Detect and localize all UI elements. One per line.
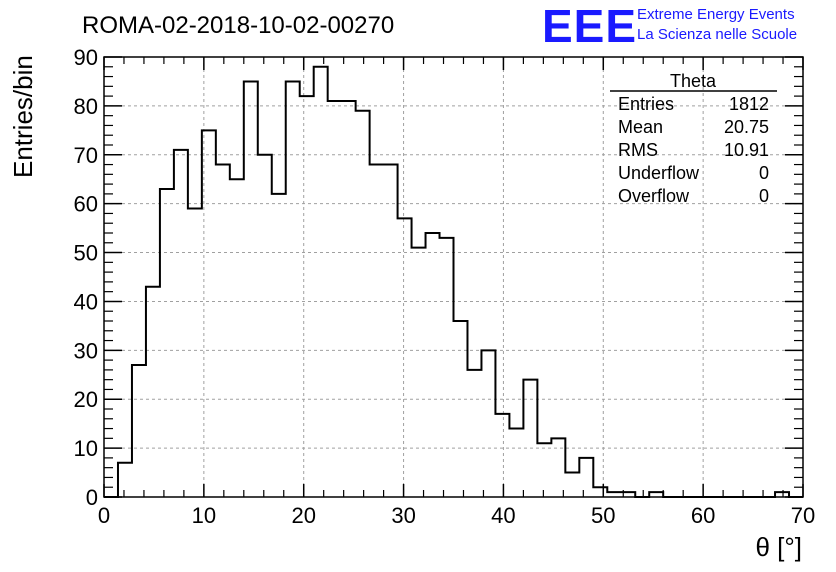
y-tick-label: 80 [74, 94, 98, 119]
y-tick-labels: 0 10 20 30 40 50 60 70 80 90 [74, 45, 98, 510]
y-tick-label: 50 [74, 241, 98, 266]
x-tick-label: 0 [98, 503, 110, 528]
y-tick-label: 90 [74, 45, 98, 70]
x-tick-label: 60 [691, 503, 715, 528]
stats-box-name: Theta [670, 71, 717, 91]
y-axis-title: Entries/bin [8, 55, 38, 178]
logo: EEE Extreme Energy Events La Scienza nel… [542, 0, 797, 52]
x-axis-title: θ [°] [755, 532, 802, 562]
x-tick-label: 30 [391, 503, 415, 528]
axis-ticks [103, 56, 804, 498]
stats-value-rms: 10.91 [724, 140, 769, 160]
stats-value-mean: 20.75 [724, 117, 769, 137]
stats-label-overflow: Overflow [618, 186, 690, 206]
plot-frame [103, 56, 804, 498]
y-tick-label: 60 [74, 192, 98, 217]
stats-label-mean: Mean [618, 117, 663, 137]
chart-title: ROMA-02-2018-10-02-00270 [82, 12, 394, 39]
x-tick-label: 70 [791, 503, 815, 528]
x-tick-label: 20 [291, 503, 315, 528]
x-tick-label: 10 [192, 503, 216, 528]
y-tick-label: 30 [74, 338, 98, 363]
grid-lines [104, 57, 803, 497]
logo-line-1: Extreme Energy Events [637, 6, 795, 23]
logo-line-2: La Scienza nelle Scuole [637, 26, 797, 43]
y-tick-label: 70 [74, 143, 98, 168]
stats-value-overflow: 0 [759, 186, 769, 206]
y-tick-label: 40 [74, 289, 98, 314]
stats-box: Theta Entries 1812 Mean 20.75 RMS 10.91 … [610, 71, 777, 206]
y-tick-label: 10 [74, 436, 98, 461]
stats-value-entries: 1812 [729, 94, 769, 114]
stats-label-rms: RMS [618, 140, 658, 160]
stats-label-underflow: Underflow [618, 163, 700, 183]
stats-value-underflow: 0 [759, 163, 769, 183]
x-tick-labels: 0 10 20 30 40 50 60 70 [98, 503, 815, 528]
y-tick-label: 0 [86, 485, 98, 510]
x-tick-label: 40 [491, 503, 515, 528]
y-tick-label: 20 [74, 387, 98, 412]
x-tick-label: 50 [591, 503, 615, 528]
histogram-series [104, 65, 803, 498]
logo-mark: EEE [542, 0, 637, 52]
stats-label-entries: Entries [618, 94, 674, 114]
